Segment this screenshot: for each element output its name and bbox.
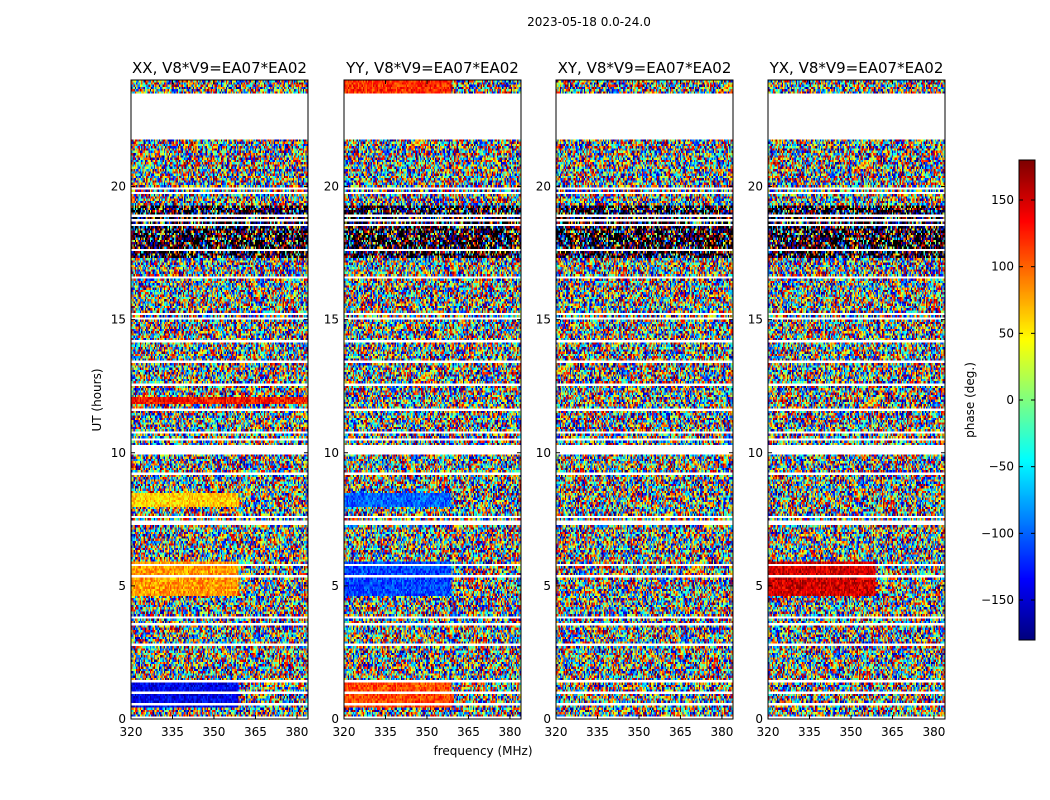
y-tick-label: 10 — [748, 446, 763, 460]
panel-frame — [130, 79, 309, 720]
y-tick-label: 20 — [536, 180, 551, 194]
colorbar-label: phase (deg.) — [963, 362, 977, 438]
colorbar-gradient — [1019, 160, 1035, 640]
x-tick-label: 320 — [120, 725, 143, 739]
y-tick-label: 10 — [536, 446, 551, 460]
y-tick-label: 10 — [111, 446, 126, 460]
panel-title-xx: XX, V8*V9=EA07*EA02 — [132, 59, 307, 77]
x-tick-label: 335 — [586, 725, 609, 739]
y-tick-label: 5 — [118, 579, 126, 593]
x-tick-label: 380 — [285, 725, 308, 739]
heatmap-xy — [556, 80, 733, 719]
y-axis-label: UT (hours) — [90, 368, 104, 431]
y-tick-label: 5 — [331, 579, 339, 593]
colorbar-tick-label: 100 — [991, 260, 1014, 274]
colorbar-tick-label: −100 — [981, 526, 1014, 540]
y-tick-label: 0 — [543, 712, 551, 726]
x-tick-label: 335 — [798, 725, 821, 739]
panel-yy: YY, V8*V9=EA07*EA02 320 335 350 365 380 0 5 10 15… — [324, 59, 522, 739]
x-tick-label: 380 — [498, 725, 521, 739]
panel-xx: XX, V8*V9=EA07*EA02 320 335 350 365 380 0 5 10 15… — [111, 59, 309, 739]
x-tick-label: 365 — [881, 725, 904, 739]
x-tick-label: 320 — [545, 725, 568, 739]
x-axis-label: frequency (MHz) — [433, 744, 532, 758]
panel-xy: XY, V8*V9=EA07*EA02 320 335 350 365 380 0 5 10 15… — [536, 59, 734, 739]
x-tick-label: 335 — [161, 725, 184, 739]
colorbar-tick-label: −50 — [989, 460, 1014, 474]
colorbar-tick-label: 150 — [991, 193, 1014, 207]
x-tick-label: 335 — [374, 725, 397, 739]
y-tick-label: 0 — [331, 712, 339, 726]
x-tick-label: 380 — [710, 725, 733, 739]
x-tick-label: 350 — [628, 725, 651, 739]
panel-frame — [767, 79, 946, 720]
x-tick-label: 380 — [922, 725, 945, 739]
panel-yx: YX, V8*V9=EA07*EA02 320 335 350 365 380 0 5 10 15… — [748, 59, 946, 739]
panels-group: XX, V8*V9=EA07*EA02 320 335 350 365 380 0 5 10 15… — [111, 59, 946, 739]
x-tick-label: 350 — [416, 725, 439, 739]
y-tick-label: 15 — [111, 313, 126, 327]
chart-suptitle: 2023-05-18 0.0-24.0 — [527, 15, 651, 29]
panel-title-yx: YX, V8*V9=EA07*EA02 — [769, 59, 944, 77]
y-tick-label: 5 — [755, 579, 763, 593]
y-tick-label: 20 — [748, 180, 763, 194]
y-tick-label: 15 — [536, 313, 551, 327]
colorbar: 150 100 50 0 −50 −100 −150 — [981, 159, 1036, 641]
x-tick-label: 350 — [203, 725, 226, 739]
y-tick-label: 20 — [324, 180, 339, 194]
x-tick-label: 365 — [244, 725, 267, 739]
panel-title-yy: YY, V8*V9=EA07*EA02 — [345, 59, 519, 77]
colorbar-tick-label: 50 — [999, 326, 1014, 340]
heatmap-yx — [768, 80, 945, 719]
panel-frame — [555, 79, 734, 720]
heatmap-yy — [344, 80, 521, 719]
panel-title-xy: XY, V8*V9=EA07*EA02 — [558, 59, 732, 77]
y-tick-label: 0 — [118, 712, 126, 726]
x-tick-label: 365 — [457, 725, 480, 739]
heatmap-xx — [131, 80, 308, 719]
y-tick-label: 0 — [755, 712, 763, 726]
colorbar-tick-label: −150 — [981, 593, 1014, 607]
y-tick-label: 10 — [324, 446, 339, 460]
x-tick-label: 365 — [669, 725, 692, 739]
y-tick-label: 5 — [543, 579, 551, 593]
colorbar-tick-label: 0 — [1006, 393, 1014, 407]
x-tick-label: 350 — [840, 725, 863, 739]
x-tick-label: 320 — [757, 725, 780, 739]
x-tick-label: 320 — [333, 725, 356, 739]
y-tick-label: 15 — [324, 313, 339, 327]
panel-frame — [343, 79, 522, 720]
y-tick-label: 15 — [748, 313, 763, 327]
y-tick-label: 20 — [111, 180, 126, 194]
